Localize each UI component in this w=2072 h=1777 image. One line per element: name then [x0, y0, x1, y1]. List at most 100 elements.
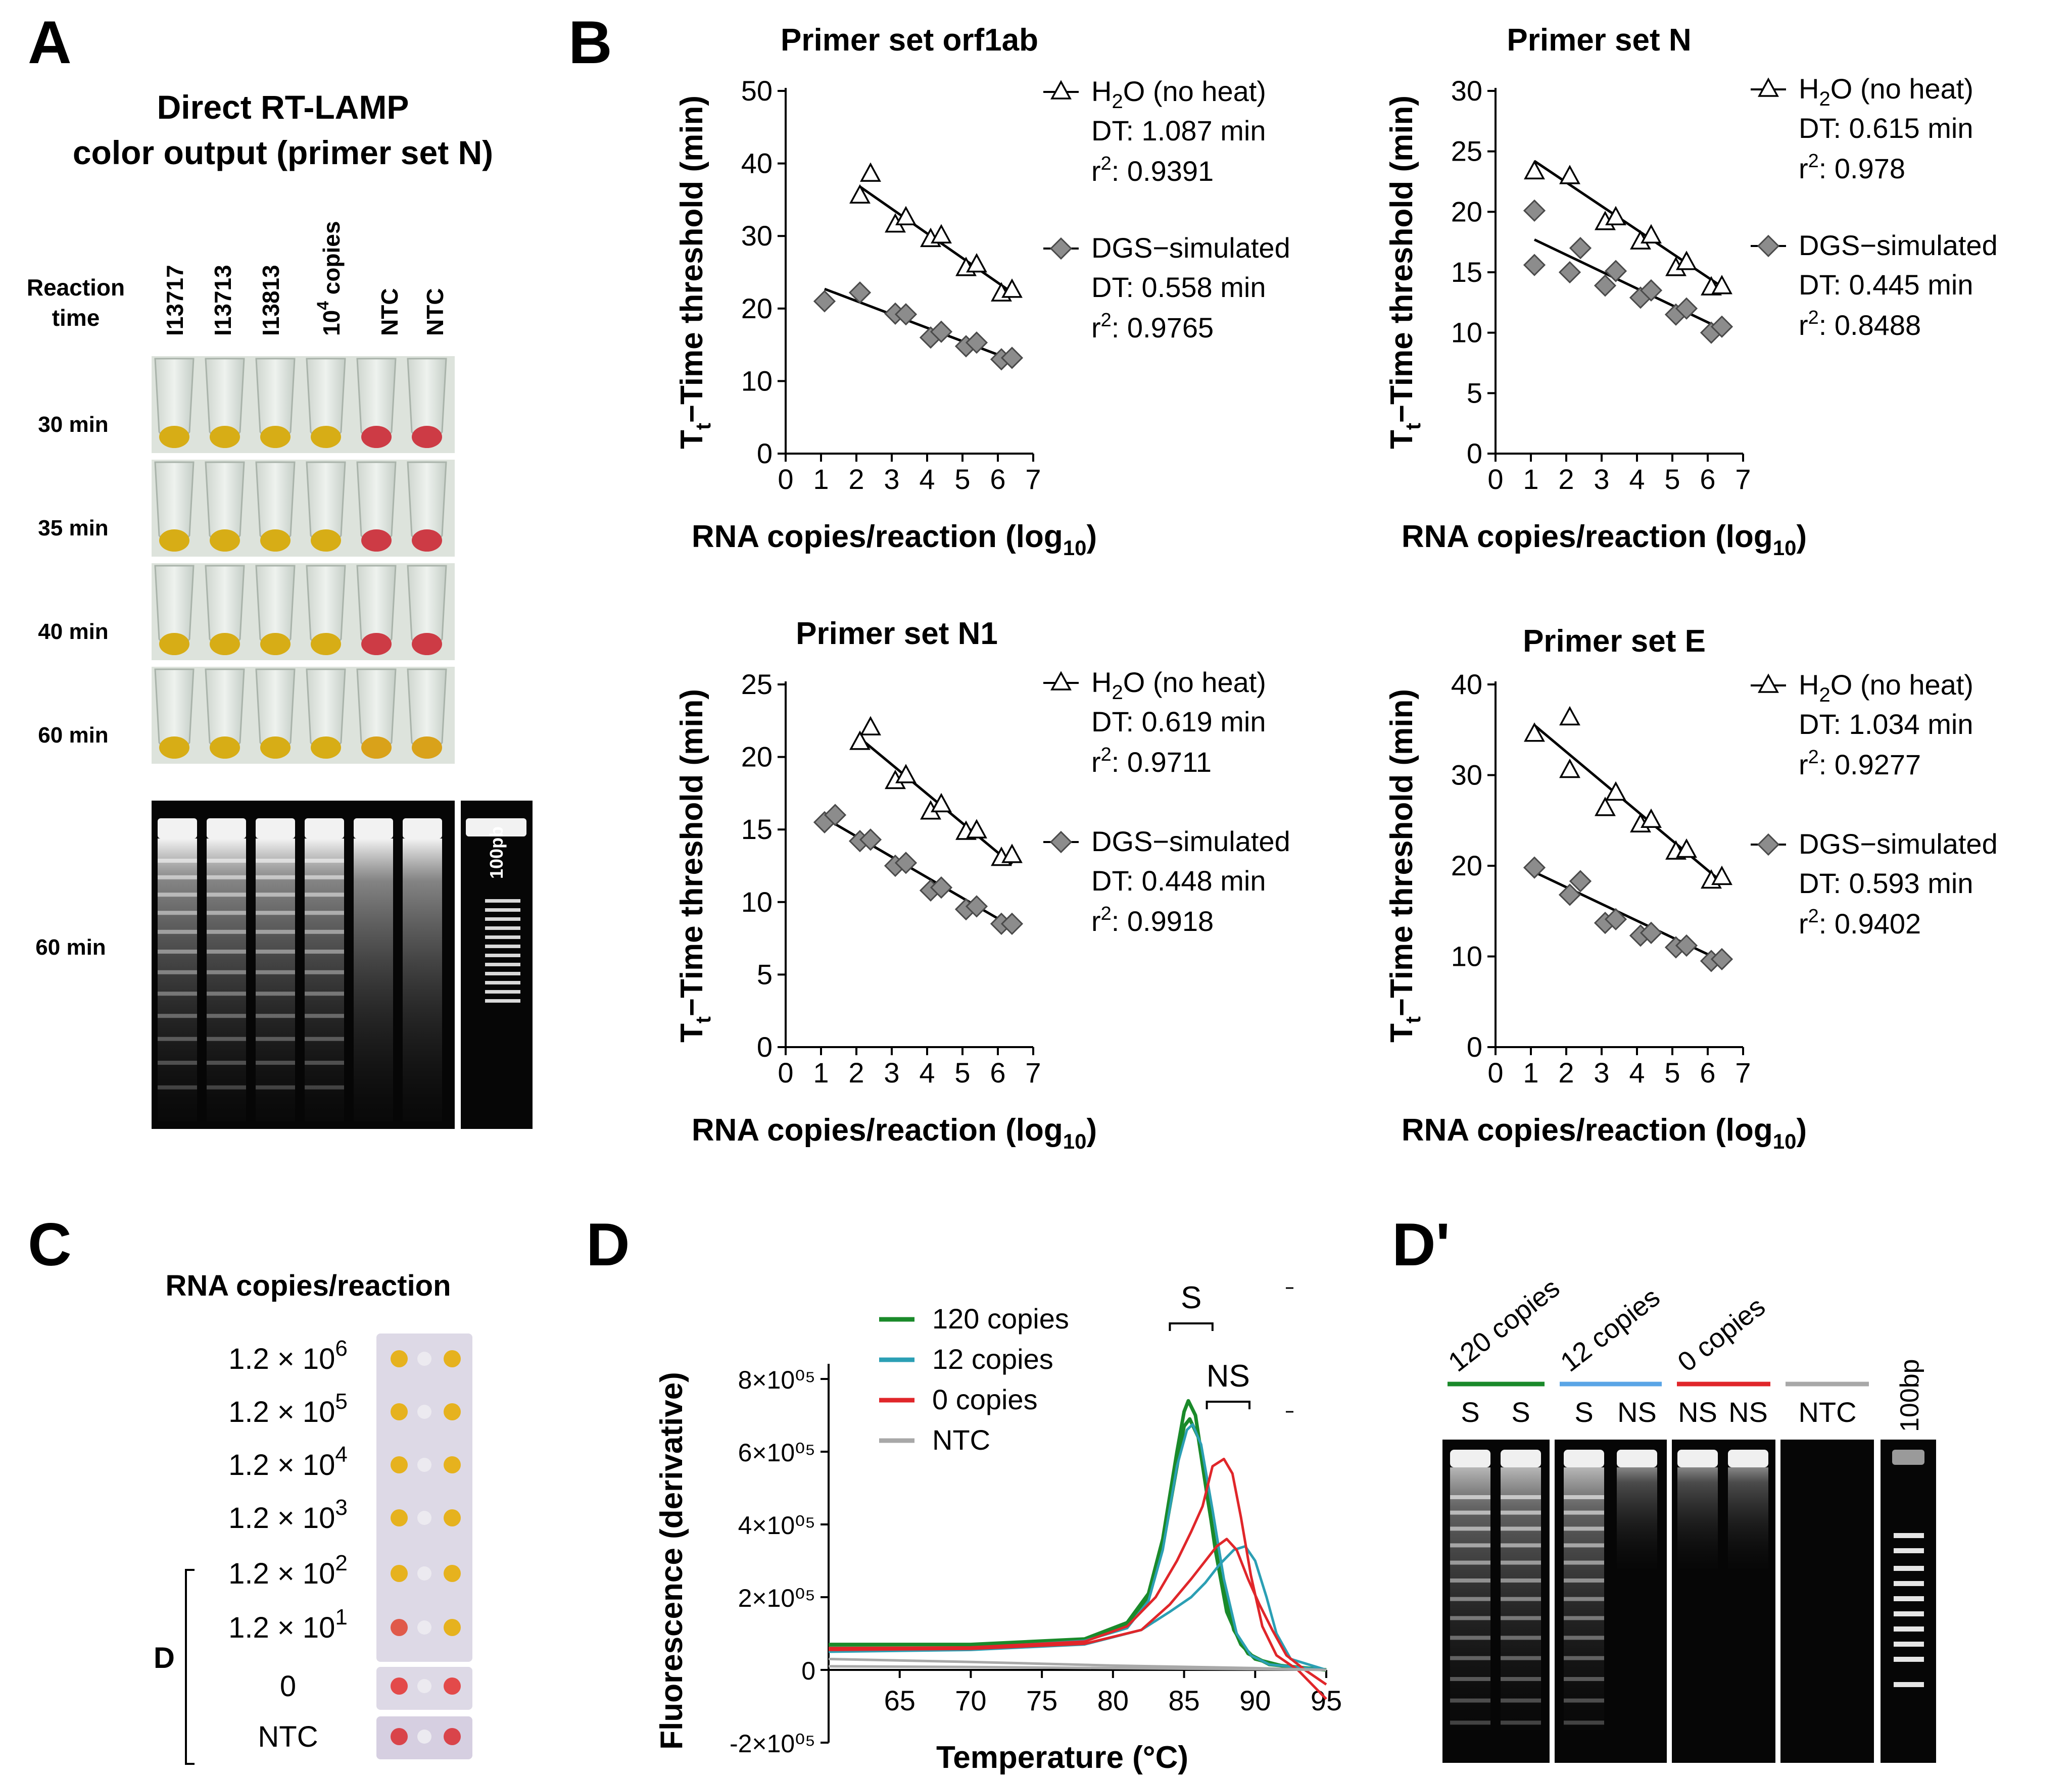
x-tick-label: 7 — [1025, 463, 1041, 495]
row-label-35: 35 min — [38, 516, 108, 540]
legend-r2: r2: 0.9391 — [1091, 153, 1214, 187]
x-axis-label-main: RNA copies/reaction (log — [1402, 519, 1773, 554]
y-tick-label: 10 — [1451, 317, 1482, 349]
x-tick-label: 0 — [1487, 1057, 1503, 1089]
c-row-exp: 1 — [335, 1605, 347, 1630]
y-tick-label: 40 — [1451, 668, 1482, 700]
legend-r2-r: r — [1091, 155, 1101, 187]
data-point-triangle — [1605, 781, 1626, 801]
x-axis-label-close: ) — [1796, 1113, 1807, 1148]
plot-title: Primer set N — [1507, 23, 1691, 58]
ladder-band — [1894, 1642, 1924, 1647]
data-point-diamond — [1000, 347, 1024, 369]
x-tick-label: 4 — [1629, 1057, 1645, 1089]
y-tick-label: 20 — [741, 741, 773, 773]
gel-band — [1450, 1597, 1490, 1601]
gel-band — [158, 1061, 197, 1065]
panel-label-a: A — [28, 9, 72, 76]
legend-entry-dgs: DGS−simulated DT: 0.558 min r2: 0.9765 — [1043, 232, 1290, 343]
y-tick-label: 6×10⁰⁵ — [738, 1439, 815, 1467]
tube-liquid — [412, 633, 442, 655]
gel-band — [1501, 1656, 1541, 1660]
y-tick-label: 8×10⁰⁵ — [738, 1366, 815, 1394]
c-row-1: 1.2 × 106 — [228, 1336, 461, 1375]
gel-block-4: NTC — [1780, 1381, 1874, 1763]
series-h2o — [849, 716, 1023, 866]
gel-band — [207, 1014, 246, 1018]
fit-line — [859, 737, 1013, 866]
ladder-band — [485, 999, 520, 1003]
legend-marker — [1758, 77, 1779, 97]
c-row-base: 1.2 × 10 — [228, 1502, 335, 1535]
c-row-5: 1.2 × 102 — [228, 1551, 461, 1590]
data-point-triangle — [1559, 165, 1580, 184]
legend-marker — [1049, 237, 1073, 260]
tube-liquid — [260, 426, 291, 448]
gel-band — [207, 859, 246, 863]
legend-label: NTC — [932, 1424, 990, 1456]
c-spot — [391, 1619, 408, 1636]
legend-name-rest: O (no heat) — [1123, 666, 1266, 698]
lane-label-copies: 104 copies — [314, 221, 345, 336]
gel-band — [207, 875, 246, 879]
ladder-band — [1894, 1657, 1924, 1662]
gel-band — [1564, 1616, 1604, 1620]
legend-r2-r: r — [1091, 746, 1101, 778]
c-row-label: 1.2 × 102 — [228, 1551, 348, 1590]
c-spot-blank — [417, 1679, 431, 1693]
tube-liquid — [260, 736, 291, 759]
tube-photo-bg — [152, 667, 455, 764]
y-axis-label: Fluorescence (derivative) — [654, 1372, 689, 1750]
x-axis-label-sub: 10 — [1063, 536, 1087, 560]
x-axis-label: RNA copies/reaction (log10) — [1402, 519, 1807, 560]
c-row-base: 1.2 × 10 — [228, 1611, 335, 1644]
gel-band — [1450, 1636, 1490, 1640]
legend-r2-r: r — [1799, 153, 1808, 184]
x-tick-label: 1 — [813, 1057, 829, 1089]
series-dgs — [813, 804, 1024, 935]
gel-band — [1450, 1543, 1490, 1548]
x-tick-label: 6 — [1700, 1057, 1715, 1089]
x-axis-label-close: ) — [1796, 519, 1807, 554]
x-axis-label-main: RNA copies/reaction (log — [692, 1113, 1063, 1148]
data-point-triangle — [895, 206, 917, 226]
x-tick-label: 75 — [1026, 1685, 1057, 1716]
legend-r2-value: : 0.978 — [1819, 153, 1905, 184]
legend-r2: r2: 0.978 — [1799, 151, 1905, 184]
data-point-diamond — [894, 852, 918, 874]
ladder-band — [485, 899, 520, 903]
c-spot-blank — [417, 1566, 431, 1581]
gel-band — [1564, 1656, 1604, 1660]
gel-smear — [1617, 1467, 1657, 1568]
y-tick-label: 10 — [741, 365, 773, 397]
legend-name-h: H — [1799, 669, 1819, 701]
lane-label: NTC — [1798, 1396, 1856, 1428]
y-axis-label-rest: −Time threshold (min) — [674, 95, 709, 423]
x-axis-label-close: ) — [1086, 1113, 1097, 1148]
data-point-diamond — [859, 828, 882, 851]
legend-marker — [1050, 80, 1072, 100]
data-point-diamond — [824, 804, 847, 826]
gel-band — [1501, 1495, 1541, 1499]
legend-dt: DT: 0.558 min — [1091, 271, 1266, 303]
legend-r2-r: r — [1799, 749, 1808, 780]
ladder-band — [485, 926, 520, 930]
gel-band — [158, 992, 197, 996]
data-point-triangle — [1559, 706, 1580, 726]
panel-c-title: RNA copies/reaction — [165, 1269, 451, 1302]
ladder-band — [1894, 1581, 1924, 1586]
c-spot — [391, 1677, 408, 1695]
data-point-triangle — [1001, 278, 1023, 298]
data-point-triangle — [849, 730, 871, 750]
tube-liquid — [412, 736, 442, 759]
tube-liquid — [159, 426, 189, 448]
x-axis-label-sub: 10 — [1063, 1129, 1087, 1153]
gel-band — [1564, 1578, 1604, 1583]
legend-dt: DT: 0.593 min — [1799, 867, 1973, 899]
data-point-diamond — [1569, 237, 1592, 260]
gel-lane-a-1 — [158, 818, 197, 1121]
